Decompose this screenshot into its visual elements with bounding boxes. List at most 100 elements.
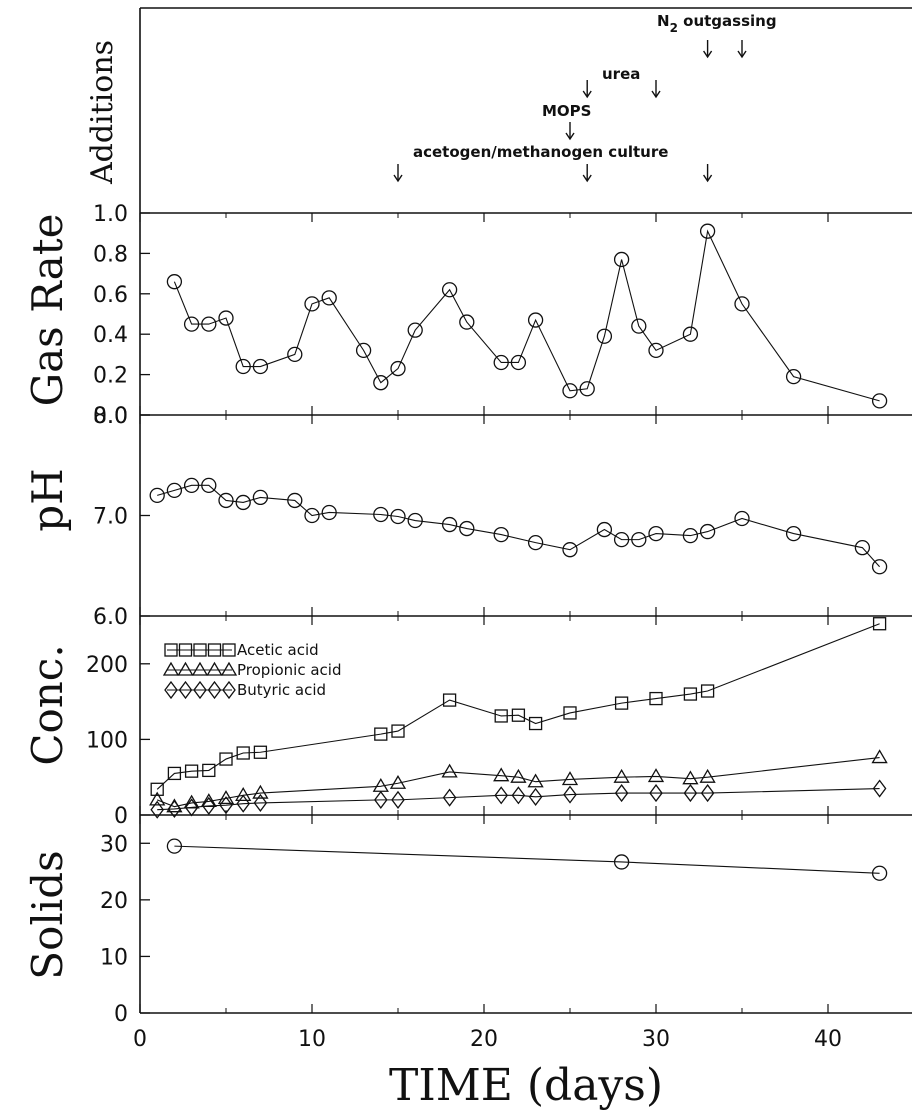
data-point	[579, 381, 595, 397]
y-tick-label: 0	[114, 804, 128, 829]
data-point	[390, 360, 406, 377]
event-arrow-head	[703, 50, 713, 59]
data-point	[785, 368, 802, 385]
data-point	[683, 783, 698, 803]
data-point	[167, 799, 182, 819]
data-point	[596, 521, 613, 538]
data-point	[235, 358, 251, 375]
data-point	[441, 282, 458, 298]
legend-marker	[178, 643, 193, 657]
data-point	[459, 520, 475, 537]
data-point	[528, 716, 543, 731]
event-arrow-head	[582, 174, 592, 183]
event-arrow-head	[651, 90, 661, 99]
data-point	[872, 617, 887, 631]
data-point	[407, 322, 423, 338]
legend-label: Propionic acid	[237, 661, 341, 679]
y-tick-label: 30	[100, 832, 128, 857]
data-point	[613, 854, 630, 870]
conc-plot: 0 100 200	[86, 616, 888, 829]
data-point	[374, 727, 388, 741]
data-point	[321, 290, 337, 306]
data-point	[699, 768, 716, 783]
y-tick-label: 0	[114, 1002, 128, 1027]
data-point	[872, 779, 887, 798]
data-point	[528, 787, 543, 806]
data-point	[562, 383, 578, 399]
data-point	[235, 787, 252, 801]
series-line	[156, 756, 880, 808]
y-tick-label: 8.0	[93, 404, 128, 429]
legend-marker	[164, 643, 178, 657]
data-point	[561, 771, 579, 786]
data-point	[321, 504, 337, 521]
data-point	[649, 783, 663, 803]
data-point	[441, 763, 458, 778]
data-point	[511, 786, 526, 805]
legend-label: Acetic acid	[237, 641, 319, 659]
data-point	[217, 790, 235, 805]
data-point	[253, 793, 268, 812]
y-tick-label: 0.4	[93, 323, 128, 348]
data-point	[596, 328, 613, 344]
data-point	[613, 531, 630, 548]
data-point	[252, 489, 269, 506]
data-point	[631, 531, 647, 548]
data-point	[304, 507, 320, 524]
data-point	[201, 796, 216, 816]
y-tick-label: 0.2	[93, 364, 128, 389]
data-point	[253, 745, 268, 759]
legend-label: Butyric acid	[237, 681, 326, 699]
series-line	[157, 484, 881, 568]
y-tick-label: 7.0	[93, 505, 128, 530]
gas-rate-panel: Gas Rate 0.0 0.2 0.4 0.6 0.8 1.0	[23, 202, 888, 429]
data-point	[494, 709, 508, 723]
legend-marker	[206, 661, 223, 676]
data-point	[236, 746, 250, 760]
data-point	[699, 223, 716, 239]
data-point	[167, 766, 182, 781]
gas-rate-plot: 0.0 0.2 0.4 0.6 0.8 1.0	[93, 202, 888, 429]
data-point	[149, 487, 165, 504]
data-point	[218, 492, 234, 509]
data-point	[202, 763, 216, 778]
data-point	[682, 326, 699, 342]
data-point	[150, 800, 165, 819]
y-tick-label: 100	[86, 728, 128, 753]
x-tick-label: 10	[298, 1027, 326, 1052]
legend-marker	[162, 661, 180, 676]
data-point	[166, 482, 183, 499]
data-point	[614, 783, 629, 803]
legend-marker	[207, 643, 222, 657]
data-point	[871, 393, 888, 409]
data-point	[391, 724, 405, 738]
data-point	[373, 506, 389, 523]
data-point	[511, 708, 526, 722]
data-point	[218, 310, 234, 326]
data-point	[510, 354, 527, 371]
data-point	[442, 693, 457, 707]
data-point	[493, 767, 510, 782]
data-point	[614, 696, 629, 710]
data-point	[166, 838, 183, 854]
conc-label: Conc.	[23, 644, 72, 765]
data-point	[700, 783, 715, 803]
data-point	[527, 773, 544, 788]
conc-panel: Conc. 0 100 200 Acetic acid Propionic acid B…	[23, 616, 888, 829]
data-point	[649, 691, 663, 706]
y-tick-label: 200	[86, 653, 128, 678]
event-annotations: acetogen/methanogen culture MOPS urea N2 ou…	[393, 12, 777, 183]
y-tick-label: 10	[100, 945, 128, 970]
data-point	[871, 865, 888, 881]
data-point	[441, 516, 458, 533]
data-point	[631, 318, 647, 334]
y-tick-label: 0.6	[93, 283, 128, 308]
data-point	[183, 477, 200, 494]
data-point	[563, 785, 577, 804]
legend-marker	[191, 661, 209, 676]
data-point	[183, 316, 200, 332]
data-point	[201, 477, 217, 494]
y-tick-label: 1.0	[93, 202, 128, 227]
series-line	[173, 229, 880, 402]
